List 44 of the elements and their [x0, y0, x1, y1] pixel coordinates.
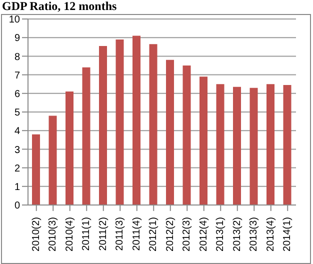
y-tick-label: 5 — [14, 108, 20, 119]
chart-title: GDP Ratio, 12 months — [2, 0, 117, 13]
y-tick-label: 6 — [14, 88, 20, 100]
x-tick-label: 2011(3) — [114, 217, 126, 251]
y-tick-label: 10 — [8, 14, 20, 26]
bar — [99, 46, 107, 205]
bar — [233, 86, 241, 205]
x-tick-label: 2013(1) — [215, 217, 226, 252]
x-tick-label: 2012(3) — [182, 217, 193, 252]
bar — [182, 66, 191, 205]
x-tick-label: 2011(1) — [81, 217, 92, 251]
bar — [48, 116, 57, 205]
bar — [149, 44, 158, 205]
x-tick-label: 2013(3) — [248, 217, 260, 252]
x-tick-label: 2011(4) — [131, 217, 142, 251]
y-tick-label: 1 — [14, 182, 20, 193]
bar — [166, 60, 174, 205]
y-tick-label: 3 — [14, 144, 20, 156]
x-tick-label: 2012(4) — [198, 217, 210, 252]
y-tick-label: 2 — [14, 163, 20, 174]
x-tick-label: 2010(3) — [48, 217, 59, 252]
y-tick-label: 4 — [14, 126, 20, 138]
x-tick-label: 2012(2) — [164, 217, 176, 252]
bar — [66, 92, 74, 205]
x-tick-label: 2014(1) — [282, 217, 294, 252]
bar — [216, 84, 224, 205]
bar — [116, 39, 124, 205]
y-tick-label: 7 — [14, 70, 20, 82]
y-tick-label: 0 — [14, 200, 20, 212]
bar — [200, 76, 208, 205]
bar — [250, 88, 258, 205]
x-tick-label: 2013(4) — [265, 217, 276, 252]
bar — [82, 67, 90, 205]
x-tick-label: 2012(1) — [148, 217, 160, 252]
x-tick-label: 2010(4) — [64, 217, 76, 252]
bar — [283, 85, 292, 205]
y-tick-label: 8 — [14, 52, 20, 63]
bar — [266, 84, 274, 205]
y-tick-label: 9 — [14, 33, 20, 44]
x-tick-label: 2013(2) — [232, 217, 243, 252]
x-tick-label: 2011(2) — [98, 217, 109, 251]
x-tick-label: 2010(2) — [30, 217, 42, 252]
bar — [32, 134, 40, 205]
bar — [132, 36, 140, 205]
